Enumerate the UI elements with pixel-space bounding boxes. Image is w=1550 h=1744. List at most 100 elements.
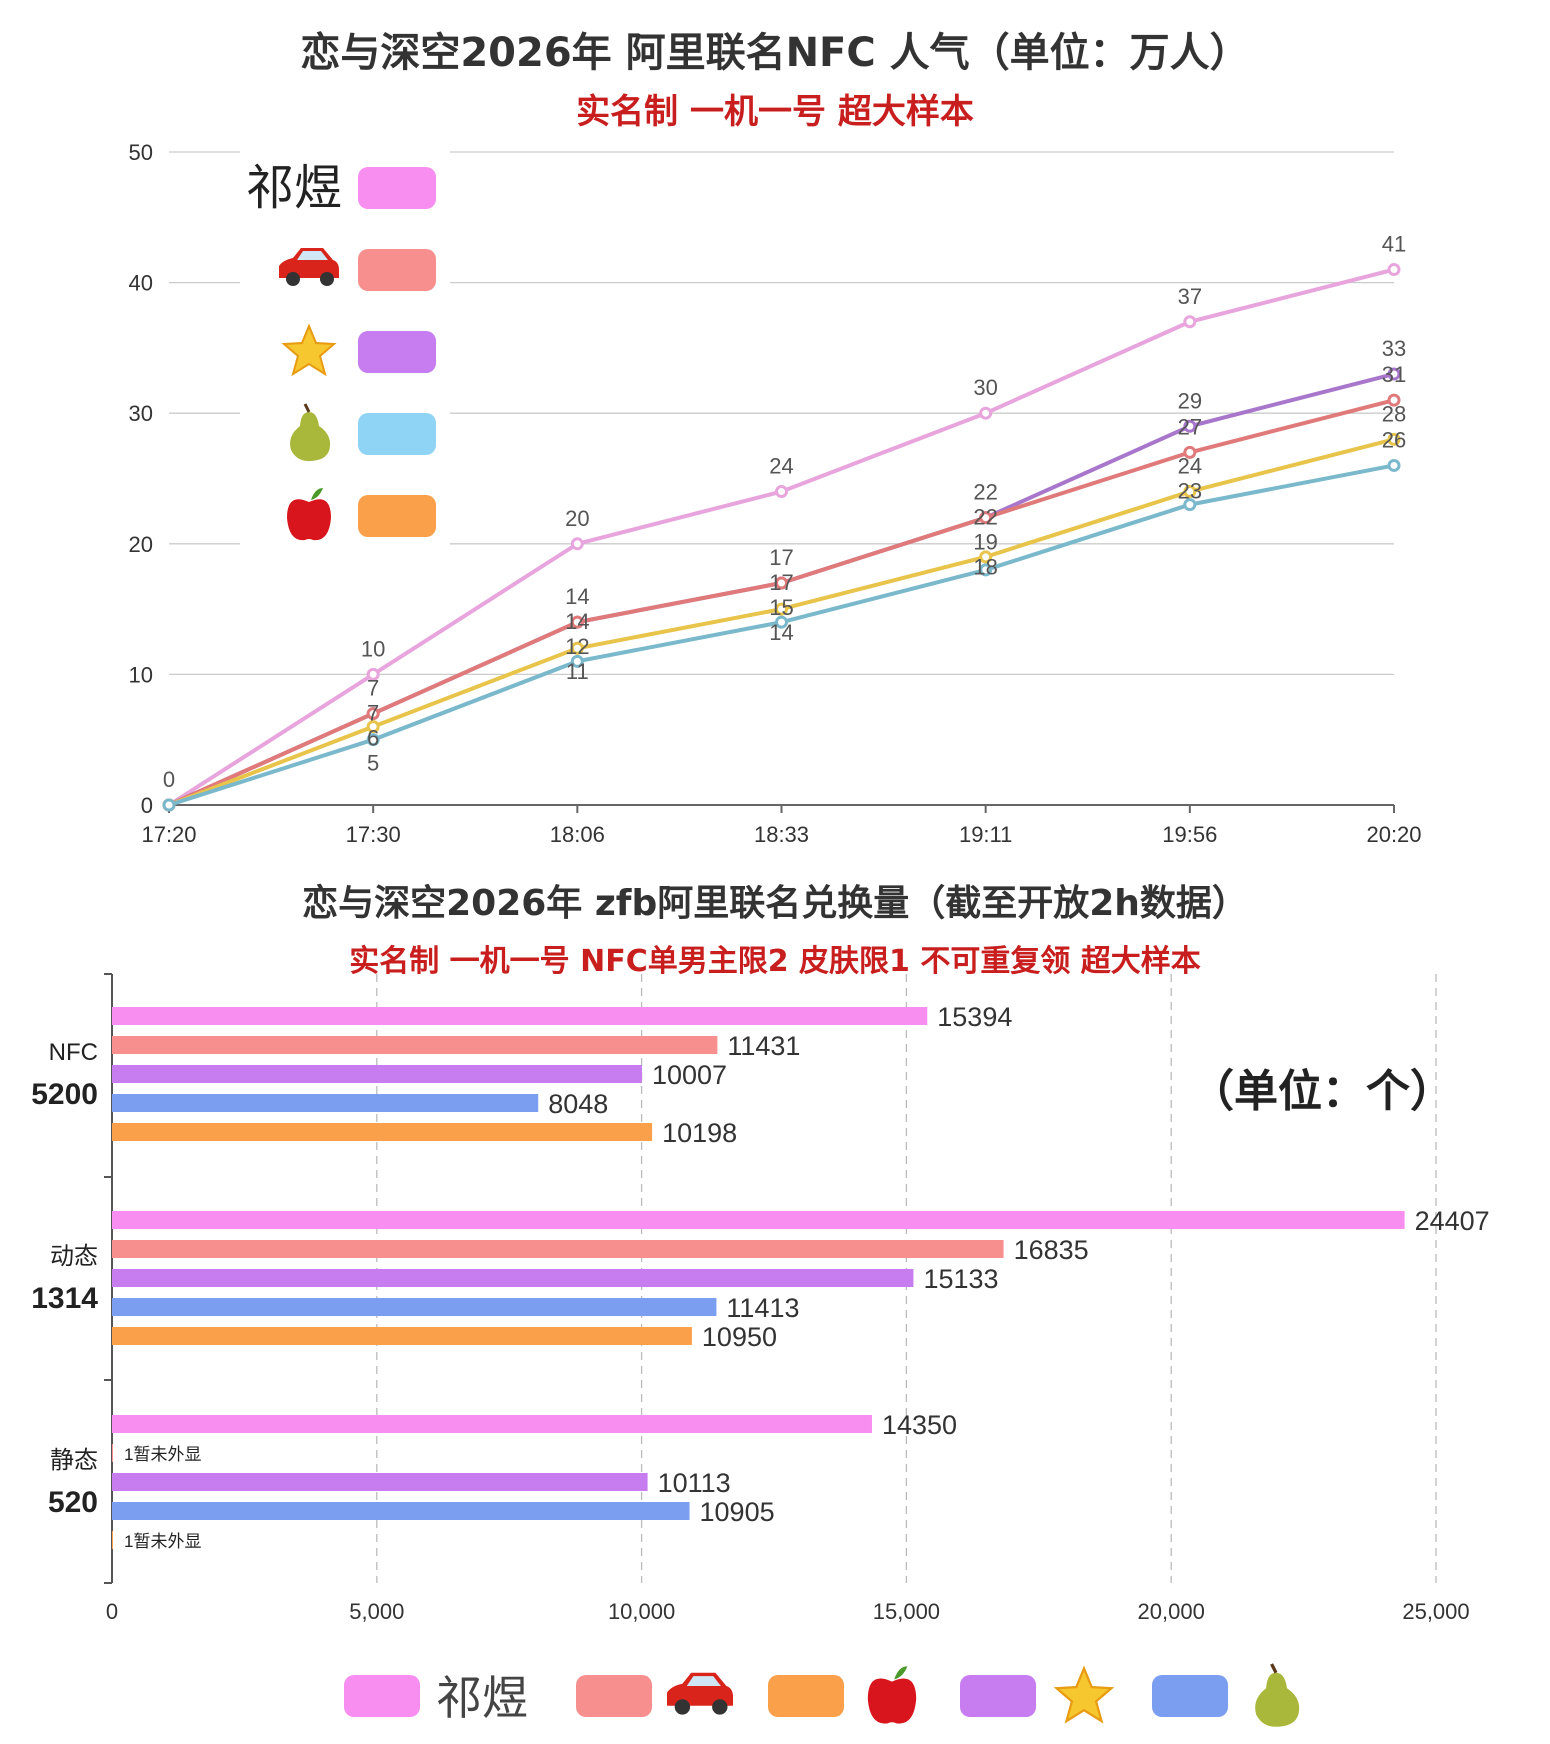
legend-swatch (344, 1675, 420, 1717)
data-label: 20 (565, 506, 589, 531)
bar-value-label: 15133 (923, 1264, 998, 1294)
data-label: 11 (566, 659, 589, 684)
x-tick-label: 19:11 (959, 822, 1012, 847)
legend-label: 祁煜 (246, 162, 342, 215)
data-label: 22 (973, 505, 997, 530)
bar-value-label: 8048 (548, 1089, 608, 1119)
data-point (775, 615, 788, 629)
data-label: 14 (565, 584, 589, 609)
apple-icon (867, 1666, 917, 1724)
data-point (366, 667, 380, 681)
pear-icon (290, 403, 331, 462)
data-point (570, 615, 584, 629)
x-tick-label: 20:20 (1366, 822, 1421, 847)
x-tick-label: 17:30 (346, 822, 401, 847)
legend-swatch (358, 495, 436, 537)
data-point (366, 707, 380, 721)
car-icon (667, 1672, 733, 1715)
data-point (1183, 315, 1197, 329)
x-tick-label: 18:06 (550, 822, 605, 847)
y-tick-label: 30 (129, 401, 153, 426)
data-label: 5 (367, 751, 379, 776)
data-label: 37 (1178, 284, 1202, 309)
legend-swatch (960, 1675, 1036, 1717)
category-price: 1314 (31, 1282, 98, 1315)
x-tick-label: 18:33 (754, 822, 809, 847)
bar (112, 1240, 1004, 1258)
data-label: 12 (565, 634, 589, 659)
data-label: 10 (361, 636, 385, 661)
y-tick-label: 10 (129, 662, 153, 687)
y-tick-label: 40 (129, 271, 153, 296)
bar (112, 1444, 113, 1462)
data-point (570, 537, 584, 551)
legend-label: 祁煜 (436, 1672, 528, 1724)
data-label: 23 (1178, 479, 1202, 504)
bar-chart-subtitle: 实名制 一机一号 NFC单男主限2 皮肤限1 不可重复领 超大样本 (349, 944, 1201, 979)
data-point (1387, 393, 1401, 407)
bar (112, 1036, 718, 1054)
data-point (775, 485, 788, 499)
data-label: 28 (1382, 401, 1406, 426)
data-label: 29 (1178, 388, 1202, 413)
data-point (775, 576, 788, 590)
bar (112, 1415, 872, 1433)
bar (112, 1123, 653, 1141)
y-tick-label: 0 (141, 793, 153, 818)
bar (112, 1007, 928, 1025)
x-tick-label: 17:20 (141, 822, 196, 847)
data-point (1387, 263, 1401, 277)
data-point (1183, 419, 1197, 433)
x-tick-label: 0 (106, 1599, 118, 1624)
star-icon (1053, 1665, 1115, 1724)
data-label: 24 (769, 454, 793, 479)
y-tick-label: 50 (129, 140, 153, 165)
category-label: 静态 (50, 1447, 98, 1474)
data-label: 31 (1382, 362, 1406, 387)
data-label: 33 (1382, 336, 1406, 361)
data-label: 7 (367, 676, 379, 701)
bar-chart-title: 恋与深空2026年 zfb阿里联名兑换量（截至开放2h数据） (302, 883, 1248, 924)
data-point (1183, 498, 1197, 512)
data-point (1387, 432, 1401, 446)
data-point (1183, 485, 1197, 499)
data-label: 18 (973, 555, 997, 580)
data-label: 24 (1178, 454, 1202, 479)
line-chart-subtitle: 实名制 一机一号 超大样本 (576, 92, 974, 132)
star-icon (281, 323, 337, 377)
bar-legend: 祁煜 (344, 1663, 1300, 1727)
car-icon (279, 248, 339, 286)
legend-swatch (576, 1675, 652, 1717)
line-legend: 祁煜 (240, 150, 450, 550)
data-label: 7 (367, 701, 379, 726)
data-label: 22 (973, 480, 997, 505)
line-chart-title: 恋与深空2026年 阿里联名NFC 人气（单位：万人） (300, 30, 1250, 76)
data-point (979, 406, 993, 420)
x-tick-label: 20,000 (1138, 1599, 1205, 1624)
data-label: 27 (1178, 414, 1202, 439)
bar-value-label: 10113 (658, 1468, 731, 1498)
bar-value-label: 16835 (1014, 1235, 1089, 1265)
bar-value-label: 10198 (662, 1118, 737, 1148)
bar-value-label: 11413 (726, 1293, 799, 1323)
legend-swatch (358, 167, 436, 209)
data-label: 15 (769, 595, 793, 620)
x-tick-label: 19:56 (1162, 822, 1217, 847)
bar (112, 1211, 1405, 1229)
data-point (366, 733, 380, 747)
data-label: 17 (769, 545, 793, 570)
bar-value-label: 1暂未外显 (124, 1445, 201, 1464)
data-point (570, 654, 584, 668)
bar-unit-note: （单位：个） (1190, 1066, 1454, 1117)
bar-value-label: 1暂未外显 (124, 1532, 201, 1551)
bar-value-label: 14350 (882, 1410, 957, 1440)
y-tick-label: 20 (129, 532, 153, 557)
data-label: 14 (769, 620, 793, 645)
bar-value-label: 10905 (700, 1497, 775, 1527)
bar (112, 1298, 717, 1316)
x-tick-label: 25,000 (1402, 1599, 1469, 1624)
data-label: 6 (367, 726, 379, 751)
bar-value-label: 24407 (1415, 1206, 1490, 1236)
legend-swatch (358, 331, 436, 373)
